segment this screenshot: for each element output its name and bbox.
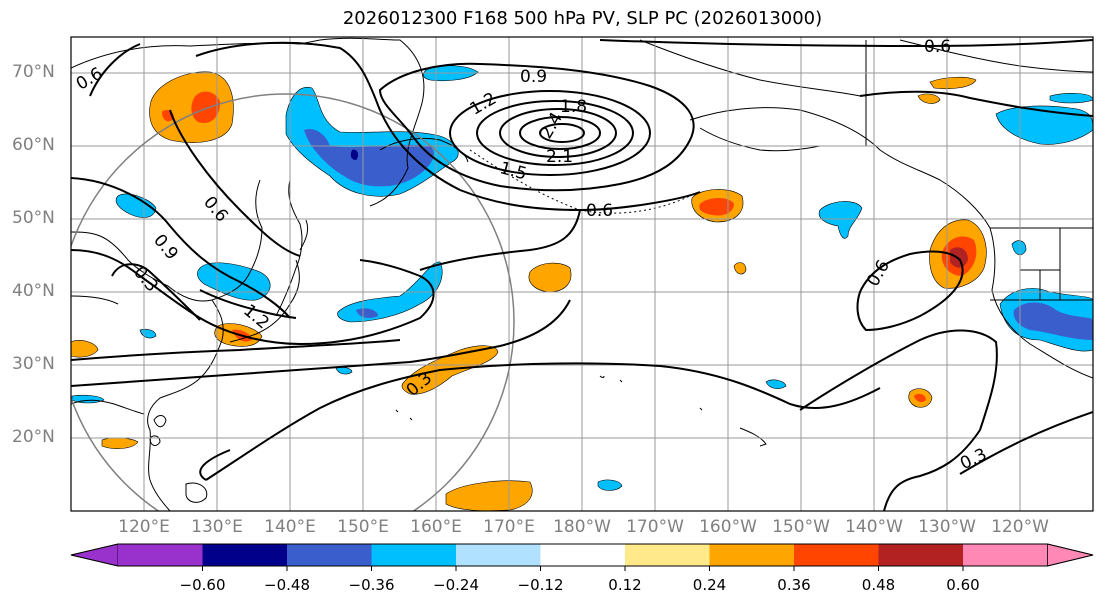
colorbar-segment	[878, 544, 963, 566]
colorbar-tick-label: −0.12	[517, 576, 564, 594]
colorbar-tick-label: −0.60	[179, 576, 226, 594]
colorbar-segment	[456, 544, 541, 566]
contour-label: 0.9	[520, 67, 547, 87]
lon-label: 160°W	[699, 517, 757, 537]
lon-label: 140°W	[845, 517, 903, 537]
lon-label: 170°E	[483, 517, 535, 537]
colorbar-segment	[118, 544, 203, 566]
lon-label: 170°W	[626, 517, 684, 537]
colorbar-segment	[540, 544, 625, 566]
colorbar-segment	[287, 544, 372, 566]
lat-label: 30°N	[12, 354, 55, 374]
lat-label: 50°N	[12, 208, 55, 228]
contour-label: 0.6	[586, 201, 613, 221]
colorbar-segment	[794, 544, 879, 566]
colorbar-extend-left	[70, 543, 119, 567]
colorbar-segment	[371, 544, 456, 566]
colorbar-segment	[202, 544, 287, 566]
colorbar-segment	[709, 544, 794, 566]
colorbar-segment	[963, 544, 1048, 566]
colorbar-segment	[625, 544, 710, 566]
lat-label: 40°N	[12, 281, 55, 301]
colorbar-tick-label: −0.24	[433, 576, 479, 594]
lat-label: 70°N	[12, 62, 55, 82]
colorbar-tick-label: 0.60	[946, 576, 980, 594]
colorbar-extend-right	[1047, 543, 1094, 567]
colorbar-tick-label: 0.12	[608, 576, 642, 594]
colorbar-tick-label: −0.36	[348, 576, 395, 594]
japan-coast	[229, 219, 309, 343]
colorbar-tick-label: −0.48	[264, 576, 310, 594]
slp-contours	[71, 39, 1093, 511]
colorbar	[70, 543, 1094, 571]
lon-label: 150°E	[337, 517, 389, 537]
lat-label: 20°N	[12, 427, 55, 447]
pv-shading	[71, 65, 1093, 511]
lon-label: 130°E	[191, 517, 243, 537]
pv-positive-core	[191, 91, 220, 124]
contour-label: 2.1	[546, 147, 573, 167]
lon-label: 180°W	[553, 517, 611, 537]
lon-label: 130°W	[918, 517, 976, 537]
map-frame	[70, 36, 1094, 512]
lat-label: 60°N	[12, 135, 55, 155]
colorbar-tick-label: 0.24	[692, 576, 727, 594]
colorbar-border	[70, 543, 1094, 567]
lon-label: 160°E	[410, 517, 462, 537]
lon-label: 150°W	[772, 517, 830, 537]
map-title: 2026012300 F168 500 hPa PV, SLP PC (2026…	[342, 8, 823, 29]
contour-label: 0.6	[924, 37, 951, 57]
colorbar-tick-label: 0.36	[777, 576, 811, 594]
region-circle	[71, 93, 515, 511]
lon-label: 120°E	[118, 517, 170, 537]
colorbar-tick-label: 0.48	[861, 576, 896, 594]
lon-label: 140°E	[264, 517, 316, 537]
contour-label: 1.8	[560, 97, 587, 117]
lon-label: 120°W	[991, 517, 1049, 537]
coastlines	[71, 37, 1093, 511]
alaska-coast	[639, 39, 1093, 379]
